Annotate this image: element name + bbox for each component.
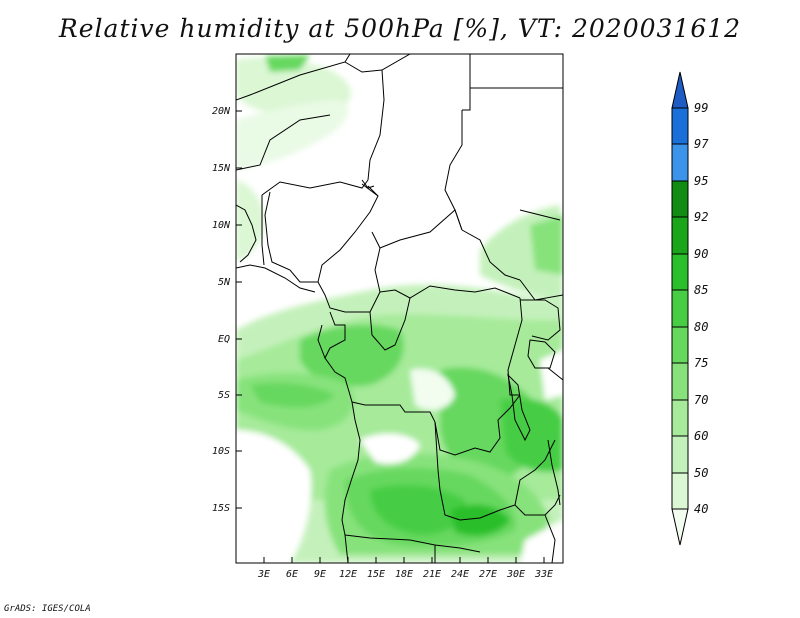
border-angola-namibia xyxy=(344,534,481,553)
grads-credit: GrADS: IGES/COLA xyxy=(4,604,91,614)
colorbar-bin-80 xyxy=(671,326,689,364)
colorbar-label: 70 xyxy=(694,393,708,407)
fill-gabon xyxy=(300,324,404,387)
map-title: Relative humidity at 500hPa [%], VT: 202… xyxy=(58,14,742,43)
colorbar-bin-95 xyxy=(671,180,689,218)
border-niger-south xyxy=(261,179,369,196)
border-angola-zambia xyxy=(434,421,461,521)
colorbar-bin-70 xyxy=(671,399,689,437)
border-guinea-region xyxy=(236,204,257,263)
lon-label: 12E xyxy=(339,569,357,580)
fill-sahel-band xyxy=(236,100,349,170)
border-lake-chad xyxy=(361,179,375,189)
lon-label: 30E xyxy=(506,569,525,580)
gap-angola-north xyxy=(360,433,420,465)
colorbar-bin-75 xyxy=(671,362,689,401)
border-lake-victoria xyxy=(527,339,556,369)
fill-atlantic-core xyxy=(250,383,335,408)
lon-label: 24E xyxy=(451,569,469,580)
colorbar-label: 50 xyxy=(694,466,708,480)
border-coast-angola xyxy=(341,401,361,563)
lat-label: 15N xyxy=(212,163,231,174)
gap-east-edge xyxy=(540,350,563,400)
colorbar-bottom-arrow xyxy=(671,508,689,546)
fill-ne-core xyxy=(530,215,563,275)
colorbar-top-arrow xyxy=(671,71,689,109)
colorbar-bin-99 xyxy=(671,107,689,145)
fill-lakes xyxy=(500,398,563,472)
border-uganda-kenya xyxy=(520,299,561,341)
axis-ticks xyxy=(236,110,545,563)
colorbar-label: 97 xyxy=(694,137,709,151)
border-nile xyxy=(361,183,379,197)
lon-label: 9E xyxy=(314,569,326,580)
colorbar-bin-90 xyxy=(671,253,689,291)
border-sudan-ethiopia xyxy=(519,209,561,221)
colorbar-label: 85 xyxy=(694,283,708,297)
colorbar xyxy=(671,71,689,546)
map-frame xyxy=(235,53,564,564)
colorbar-bin-50 xyxy=(671,472,689,510)
lat-label: 20N xyxy=(212,106,231,117)
fill-top-green xyxy=(265,55,310,72)
lat-label: 5S xyxy=(218,390,230,401)
colorbar-bin-97 xyxy=(671,143,689,182)
lon-label: 21E xyxy=(423,569,441,580)
colorbar-label: 75 xyxy=(694,356,708,370)
border-niger-chad xyxy=(367,69,385,181)
border-benin xyxy=(261,195,265,266)
border-chad-sudan xyxy=(444,110,463,231)
border-car-drc xyxy=(379,285,521,299)
gap-sw-ocean xyxy=(236,430,312,563)
gap-se xyxy=(520,520,563,563)
border-mozambique xyxy=(544,514,556,563)
border-gabon xyxy=(317,311,346,360)
lat-labels: 20N 15N 10N 5N EQ 5S 10S 15S xyxy=(212,106,231,514)
border-libya-egypt xyxy=(462,54,471,111)
border-north-2 xyxy=(344,54,411,73)
lon-labels: 3E 6E 9E 12E 15E 18E 21E 24E 27E 30E 33E xyxy=(257,569,553,580)
lat-label: 5N xyxy=(218,277,231,288)
colorbar-label: 92 xyxy=(694,210,708,224)
border-tanzania xyxy=(547,367,563,381)
border-drc-angola-coast xyxy=(324,357,353,403)
border-car-sudan xyxy=(461,229,521,281)
border-malawi xyxy=(547,439,561,506)
colorbar-label: 40 xyxy=(694,502,708,516)
lon-label: 18E xyxy=(395,569,413,580)
colorbar-label: 99 xyxy=(694,101,708,115)
border-north-1 xyxy=(236,54,351,101)
lat-label: 15S xyxy=(212,503,230,514)
lon-label: 27E xyxy=(479,569,497,580)
colorbar-label: 60 xyxy=(694,429,708,443)
border-nigeria xyxy=(264,185,379,283)
lat-label: 10S xyxy=(212,446,230,457)
colorbar-labels: 99 97 95 92 90 85 80 75 70 60 50 40 xyxy=(694,101,709,516)
border-zambia xyxy=(459,439,556,521)
border-congo-drc xyxy=(369,297,411,351)
humidity-fill xyxy=(236,55,563,563)
colorbar-label: 95 xyxy=(694,174,708,188)
border-mali-niger xyxy=(236,114,331,171)
border-drc-west xyxy=(351,394,521,456)
lon-label: 3E xyxy=(257,569,270,580)
lat-label: 10N xyxy=(212,220,231,231)
border-west-africa-coast xyxy=(236,264,316,293)
colorbar-bin-92 xyxy=(671,216,689,255)
lat-label: EQ xyxy=(218,334,230,345)
colorbar-bin-60 xyxy=(671,435,689,474)
border-chad-car xyxy=(379,209,463,249)
lon-label: 33E xyxy=(534,569,553,580)
colorbar-bin-85 xyxy=(671,289,689,328)
colorbar-label: 80 xyxy=(694,320,708,334)
lon-label: 6E xyxy=(286,569,298,580)
country-borders xyxy=(236,54,563,563)
fill-south-east xyxy=(450,504,510,536)
gap-congo-center xyxy=(410,368,455,411)
colorbar-label: 90 xyxy=(694,247,708,261)
lon-label: 15E xyxy=(367,569,385,580)
border-lake-tanganyika xyxy=(507,373,531,442)
